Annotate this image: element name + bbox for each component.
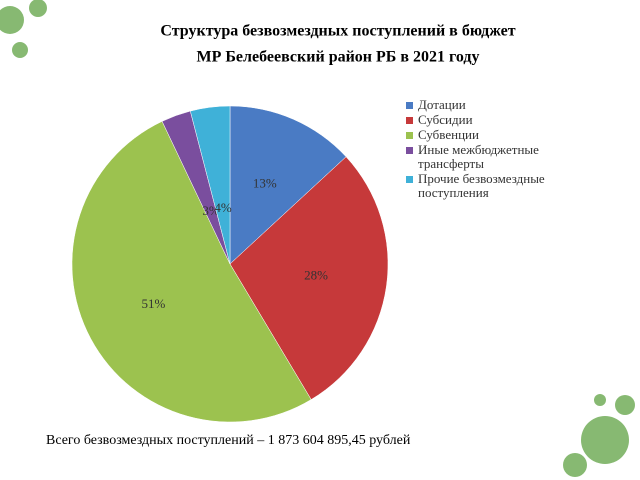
data-label: 28% [304, 267, 328, 282]
data-label: 51% [141, 296, 165, 311]
legend-item: Иные межбюджетные трансферты [406, 143, 586, 171]
legend-swatch [406, 117, 413, 124]
legend-swatch [406, 102, 413, 109]
legend-item: Субсидии [406, 113, 586, 127]
legend-label: Прочие безвозмездные поступления [418, 171, 545, 200]
chart-subtitle: МР Белебеевский район РБ в 2021 году [196, 49, 479, 66]
legend-swatch [406, 147, 413, 154]
legend-item: Прочие безвозмездные поступления [406, 172, 586, 200]
legend-swatch [406, 132, 413, 139]
legend-swatch [406, 176, 413, 183]
legend-label: Субсидии [418, 112, 473, 127]
data-label: 4% [214, 200, 232, 215]
pie-slice [229, 156, 389, 400]
pie-slice [229, 105, 347, 265]
data-label: 13% [253, 175, 277, 190]
pie-slice [190, 105, 231, 265]
legend-item: Дотации [406, 98, 586, 112]
chart-title: Структура безвозмездных поступлений в бю… [160, 23, 515, 40]
legend-item: Субвенции [406, 128, 586, 142]
legend-label: Иные межбюджетные трансферты [418, 142, 539, 171]
pie-slice [71, 121, 312, 423]
legend-label: Субвенции [418, 127, 479, 142]
legend: Дотации Субсидии Субвенции Иные межбюджетны… [406, 98, 586, 201]
legend-label: Дотации [418, 97, 466, 112]
note: Всего безвозмездных поступлений – 1 873 … [46, 433, 411, 448]
